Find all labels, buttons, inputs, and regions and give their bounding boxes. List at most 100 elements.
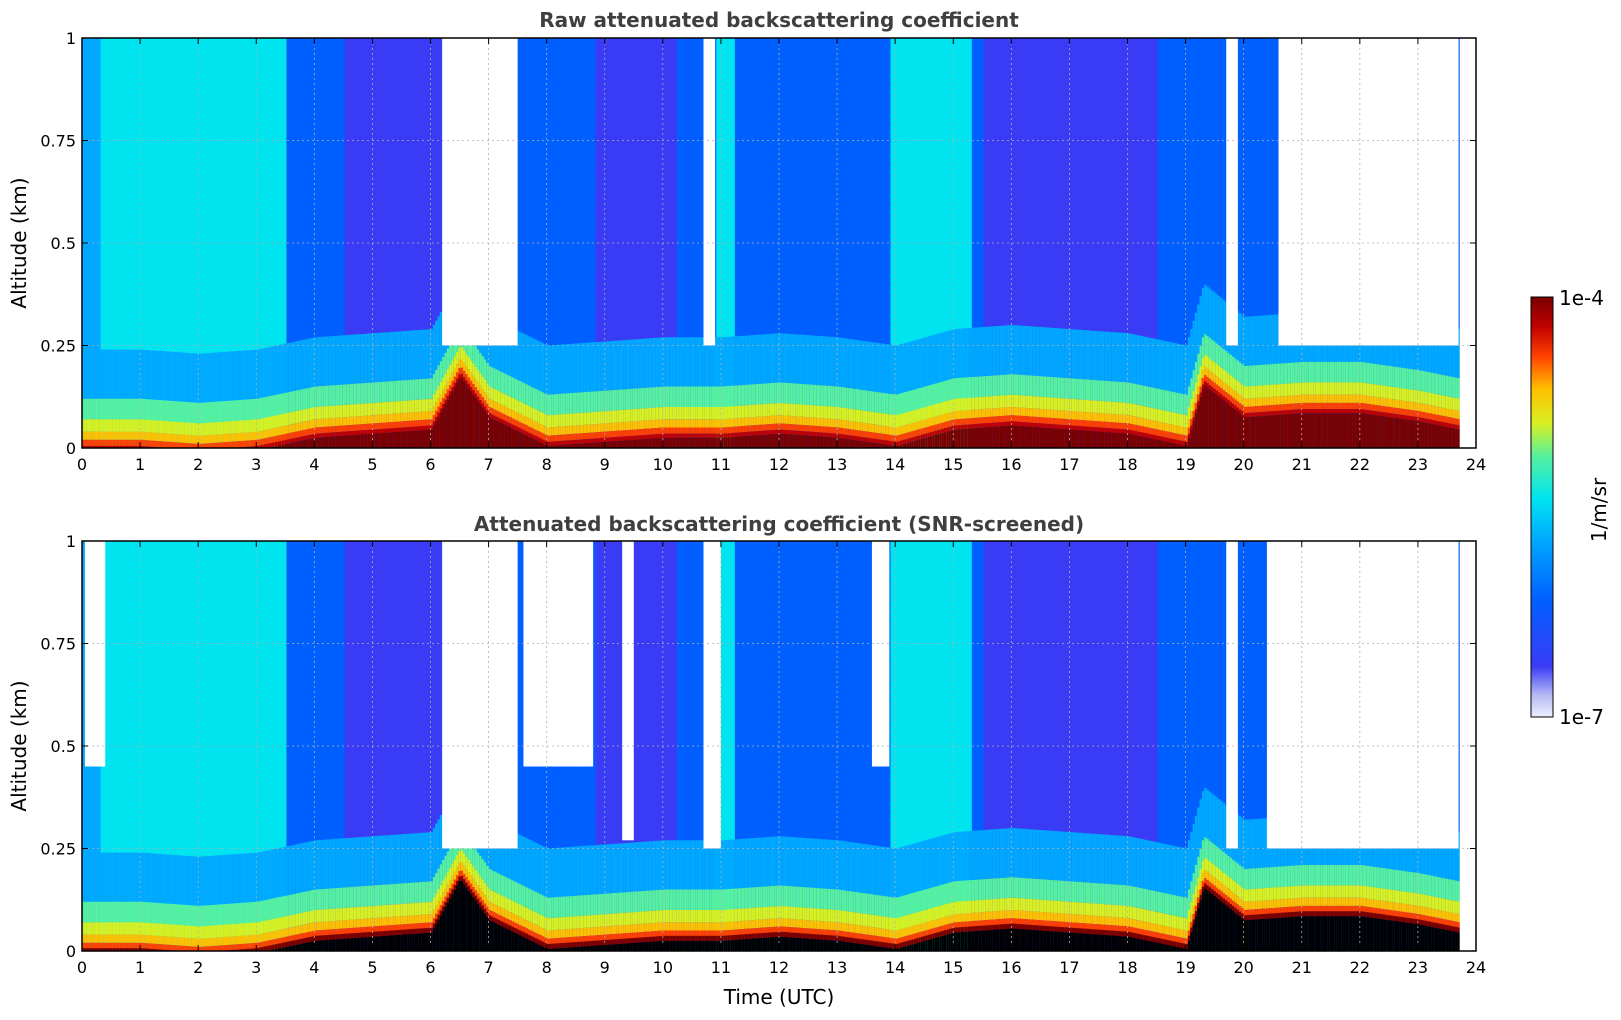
surface-layer-cell: [328, 436, 332, 448]
boundary-layer-cell: [260, 397, 264, 419]
boundary-layer-cell: [648, 428, 652, 435]
boundary-layer-cell: [1229, 375, 1233, 388]
aerosol-layer-cell: [1009, 325, 1012, 375]
boundary-layer-cell: [253, 439, 257, 447]
screened-panel-title: Attenuated backscattering coefficient (S…: [474, 512, 1084, 536]
boundary-layer-cell: [1294, 362, 1298, 383]
boundary-layer-cell: [911, 431, 915, 438]
boundary-layer-cell: [651, 434, 655, 439]
boundary-layer-cell: [667, 386, 671, 407]
boundary-layer-cell: [126, 445, 130, 448]
boundary-layer-cell: [964, 377, 968, 398]
surface-layer-cell: [1236, 411, 1240, 448]
boundary-layer-cell: [806, 431, 810, 436]
boundary-layer-cell: [542, 433, 545, 440]
surface-layer-cell: [1085, 430, 1089, 448]
boundary-layer-cell: [1250, 398, 1254, 407]
boundary-layer-cell: [239, 432, 243, 441]
boundary-layer-cell: [781, 382, 785, 404]
boundary-layer-cell: [1218, 345, 1222, 366]
aerosol-layer-cell: [356, 334, 360, 384]
boundary-layer-cell: [1076, 411, 1080, 420]
surface-layer-cell: [867, 442, 871, 448]
boundary-layer-cell: [909, 437, 913, 443]
boundary-layer-cell: [1348, 402, 1352, 410]
boundary-layer-cell: [562, 414, 566, 427]
boundary-layer-cell: [154, 432, 157, 441]
boundary-layer-cell: [878, 412, 882, 426]
boundary-layer-cell: [625, 389, 629, 410]
boundary-layer-cell: [706, 386, 710, 407]
surface-layer-cell: [621, 440, 624, 448]
boundary-layer-cell: [291, 438, 295, 443]
boundary-layer-cell: [1378, 385, 1382, 398]
aerosol-layer-cell: [700, 337, 703, 387]
aerosol-layer-cell: [439, 312, 443, 362]
boundary-layer-cell: [981, 417, 985, 424]
boundary-layer-cell: [932, 425, 936, 432]
boundary-layer-cell: [1013, 394, 1017, 408]
boundary-layer-cell: [1424, 404, 1428, 413]
boundary-layer-cell: [960, 377, 964, 399]
boundary-layer-cell: [560, 393, 564, 415]
boundary-layer-cell: [530, 427, 534, 434]
boundary-layer-cell: [309, 428, 313, 435]
boundary-layer-cell: [943, 401, 947, 414]
boundary-layer-cell: [100, 934, 104, 943]
boundary-layer-cell: [1355, 402, 1359, 410]
boundary-layer-cell: [1327, 402, 1331, 410]
boundary-layer-cell: [414, 399, 418, 413]
aerosol-layer-cell: [295, 341, 299, 391]
heatmap-column: [358, 38, 362, 448]
boundary-layer-cell: [1248, 412, 1252, 417]
boundary-layer-cell: [184, 434, 188, 443]
boundary-layer-cell: [318, 418, 322, 428]
surface-layer-cell: [1006, 425, 1010, 448]
boundary-layer-cell: [507, 395, 511, 408]
aerosol-layer-cell: [876, 342, 880, 393]
boundary-layer-cell: [718, 386, 722, 407]
boundary-layer-cell: [100, 922, 104, 935]
heatmap-column: [107, 541, 111, 951]
heatmap-column: [237, 38, 241, 448]
boundary-layer-cell: [339, 417, 343, 426]
heatmap-column: [783, 38, 787, 448]
boundary-layer-cell: [583, 392, 587, 413]
boundary-layer-cell: [839, 433, 843, 439]
boundary-layer-cell: [857, 436, 861, 441]
boundary-layer-cell: [1088, 412, 1091, 421]
boundary-layer-cell: [1343, 361, 1347, 383]
boundary-layer-cell: [502, 420, 506, 425]
boundary-layer-cell: [1378, 405, 1382, 412]
boundary-layer-cell: [593, 391, 597, 412]
boundary-layer-cell: [704, 419, 708, 428]
boundary-layer-cell: [574, 413, 578, 426]
boundary-layer-cell: [453, 382, 457, 387]
boundary-layer-cell: [469, 386, 473, 392]
surface-layer-cell: [748, 435, 752, 448]
boundary-layer-cell: [430, 398, 434, 412]
boundary-layer-cell: [837, 407, 841, 420]
boundary-layer-cell: [88, 439, 92, 446]
boundary-layer-cell: [588, 432, 592, 439]
boundary-layer-cell: [711, 386, 715, 407]
aerosol-layer-cell: [646, 338, 650, 388]
boundary-layer-cell: [960, 418, 964, 425]
boundary-layer-cell: [960, 398, 964, 411]
boundary-layer-cell: [1006, 374, 1010, 396]
boundary-layer-cell: [277, 441, 281, 446]
boundary-layer-cell: [869, 411, 873, 424]
aerosol-layer-cell: [263, 348, 267, 398]
boundary-layer-cell: [558, 414, 562, 427]
boundary-layer-cell: [1422, 391, 1426, 404]
boundary-layer-cell: [1373, 396, 1377, 405]
boundary-layer-cell: [746, 384, 750, 406]
boundary-layer-cell: [495, 410, 499, 417]
boundary-layer-cell: [1324, 394, 1328, 403]
boundary-layer-cell: [641, 387, 645, 409]
aerosol-layer-cell: [572, 343, 576, 393]
boundary-layer-cell: [163, 441, 167, 448]
boundary-layer-cell: [1022, 422, 1026, 427]
boundary-layer-cell: [1029, 375, 1033, 397]
aerosol-layer-cell: [774, 333, 778, 383]
